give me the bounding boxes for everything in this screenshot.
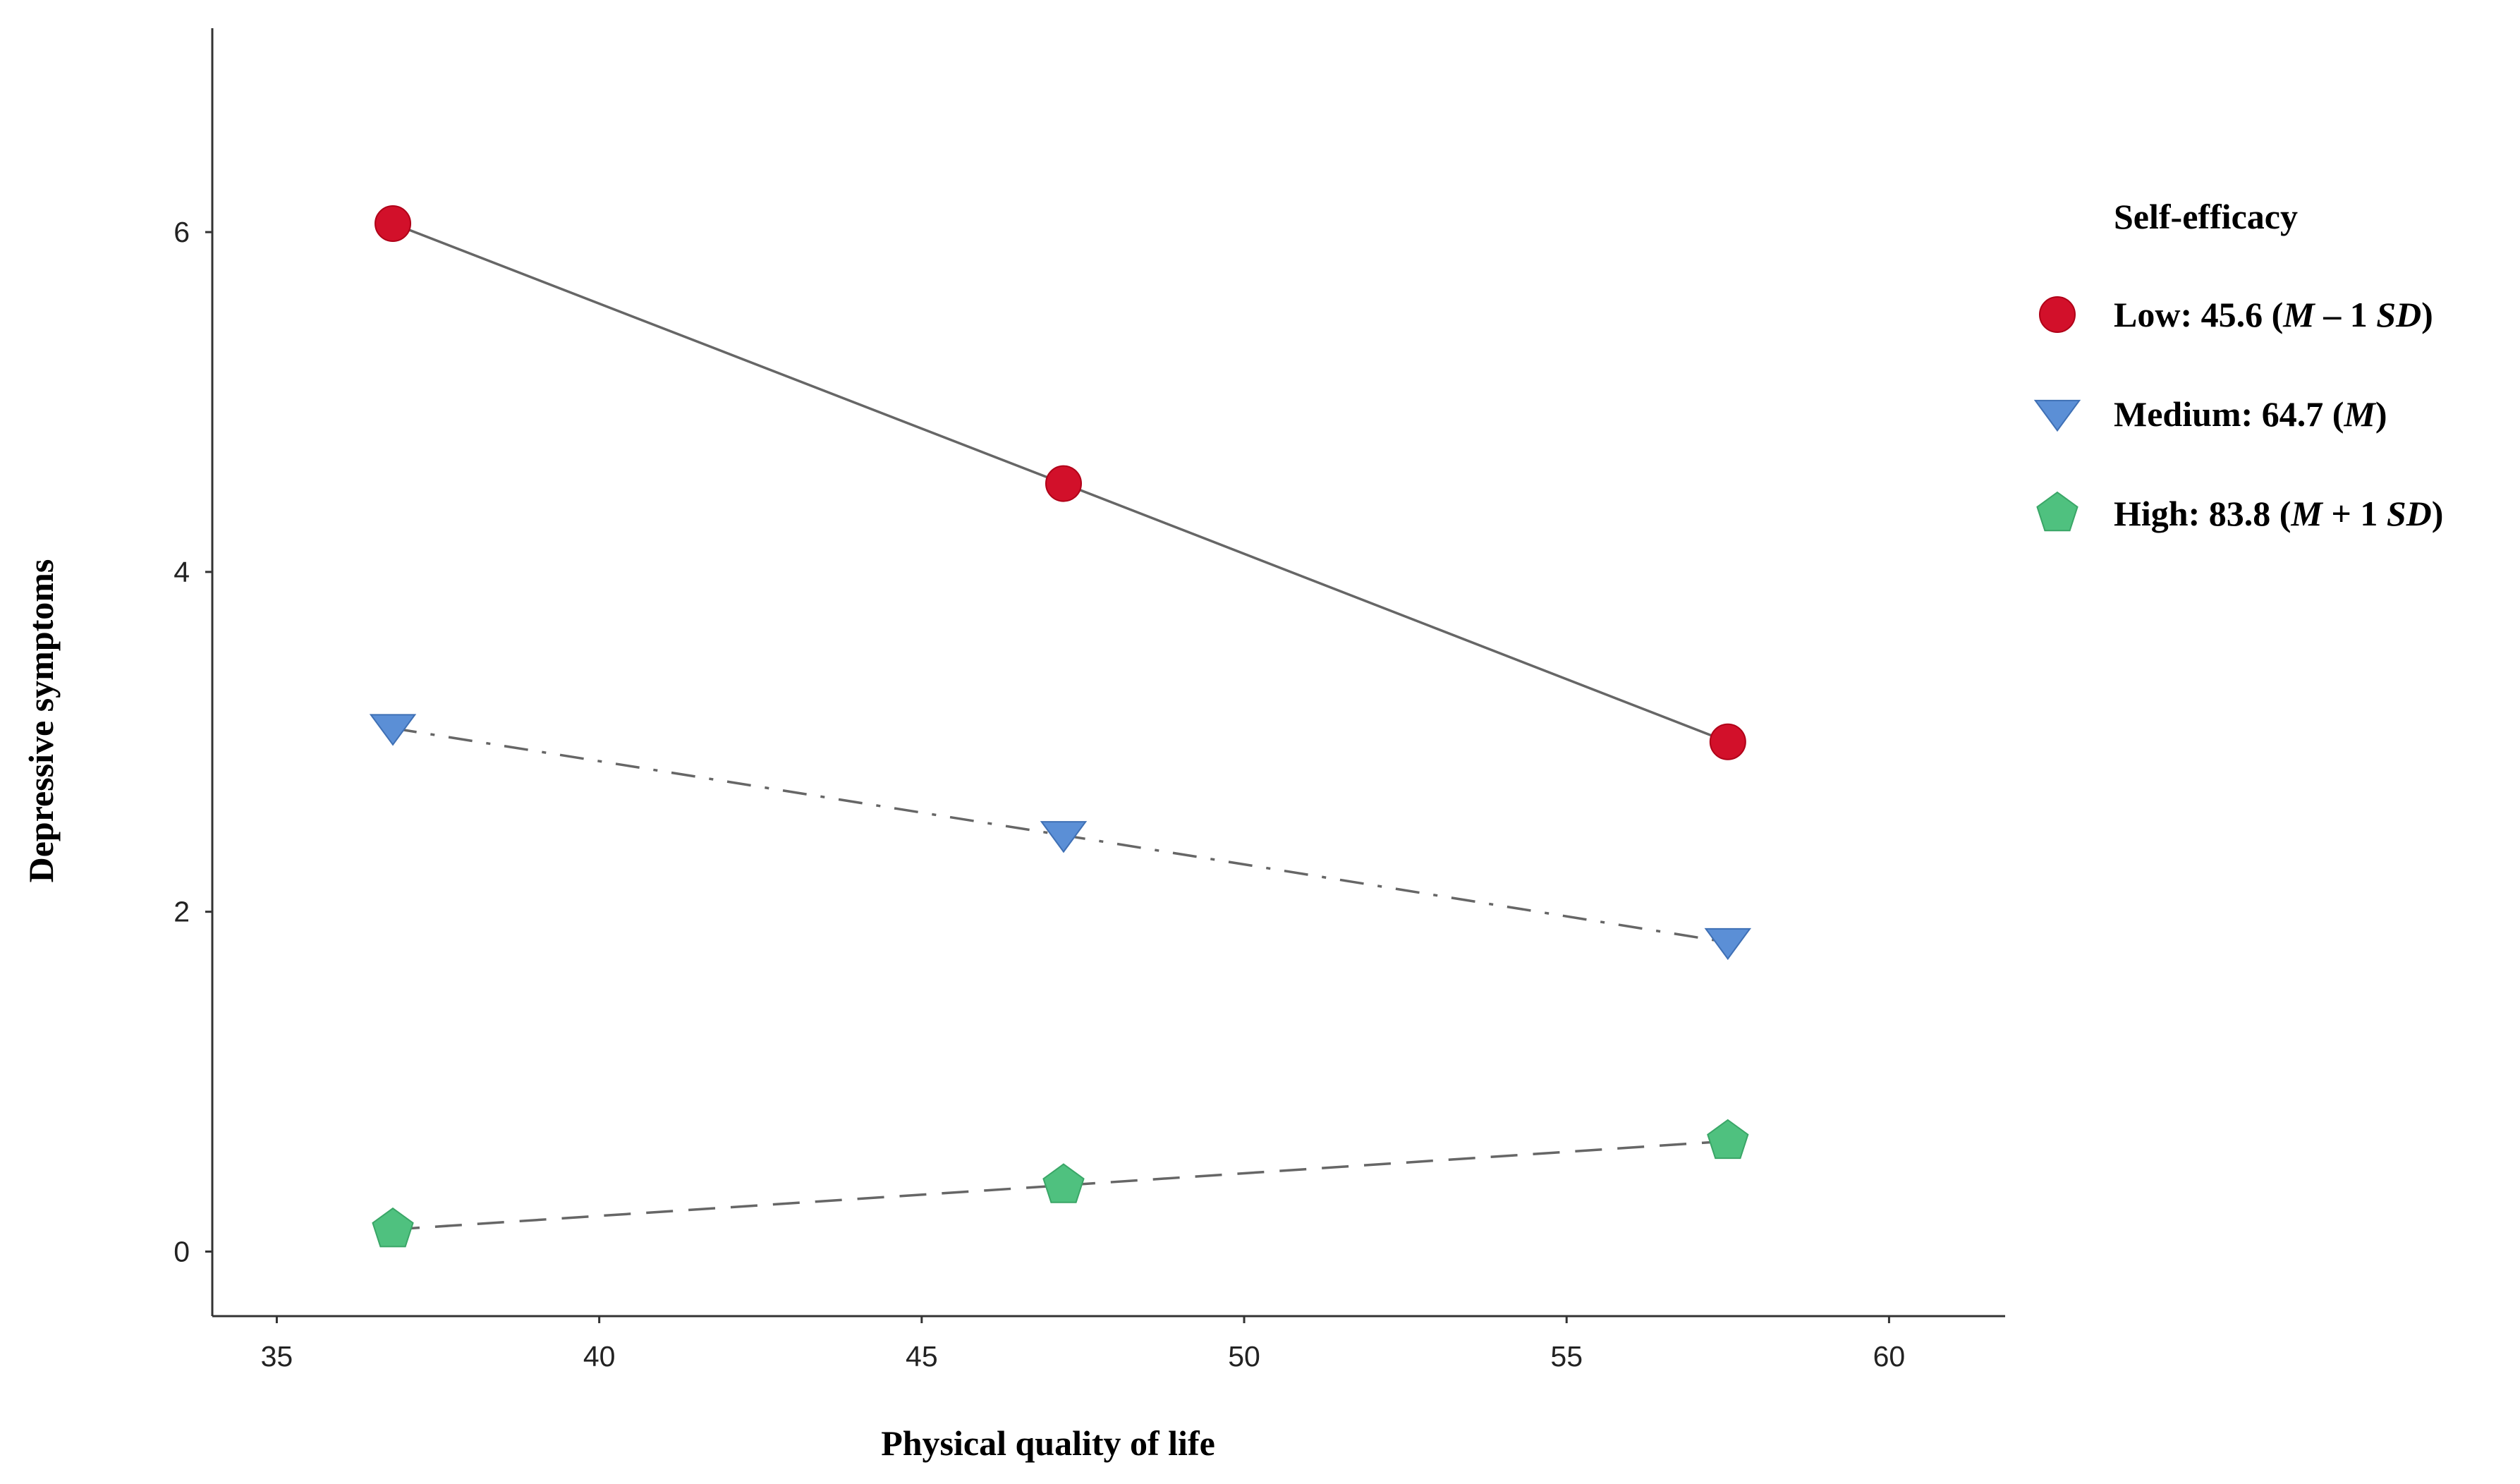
x-tick-label: 50 [1228,1340,1260,1373]
series-markers [369,205,1752,1248]
x-axis-title: Physical quality of life [881,1423,1215,1463]
legend-marker-low [2039,296,2076,333]
y-axis-title: Depressive symptoms [21,559,61,883]
legend-label-medium: Medium: 64.7 (M) [2114,394,2387,434]
legend-item-high: High: 83.8 (M + 1 SD) [2036,491,2443,533]
data-point-medium [369,714,417,746]
data-point-high [1042,1163,1085,1203]
x-tick-label: 35 [261,1340,293,1373]
data-point-low [375,205,412,243]
x-tick-label: 45 [906,1340,938,1373]
legend-items: Low: 45.6 (M – 1 SD) Medium: 64.7 (M) High… [2033,295,2443,533]
data-point-high [1707,1119,1749,1160]
y-tick-label: 2 [174,896,190,928]
legend-marker-high [2036,491,2078,532]
legend-label-high: High: 83.8 (M + 1 SD) [2114,494,2443,533]
legend-title: Self-efficacy [2114,197,2298,236]
x-tick-label: 55 [1550,1340,1583,1373]
series-line-high [392,1140,1728,1231]
data-point-high [372,1207,414,1248]
legend-label-low: Low: 45.6 (M – 1 SD) [2114,295,2433,334]
y-tick-label: 0 [174,1235,190,1267]
y-tick-label: 6 [174,216,190,248]
legend: Self-efficacy Low: 45.6 (M – 1 SD) Medium… [2033,197,2443,533]
x-tick-label: 40 [583,1340,616,1373]
x-tick-label: 60 [1873,1340,1906,1373]
y-tick-label: 4 [174,556,190,588]
legend-item-medium: Medium: 64.7 (M) [2033,394,2387,434]
legend-item-low: Low: 45.6 (M – 1 SD) [2039,295,2433,334]
data-point-medium [1704,928,1752,961]
data-point-low [1709,723,1746,760]
data-point-medium [1040,821,1088,853]
data-point-low [1045,465,1082,502]
axes: 35 40 45 50 55 60 0 2 4 6 [174,28,2005,1373]
legend-marker-medium [2033,399,2081,432]
series-lines [392,222,1729,1231]
